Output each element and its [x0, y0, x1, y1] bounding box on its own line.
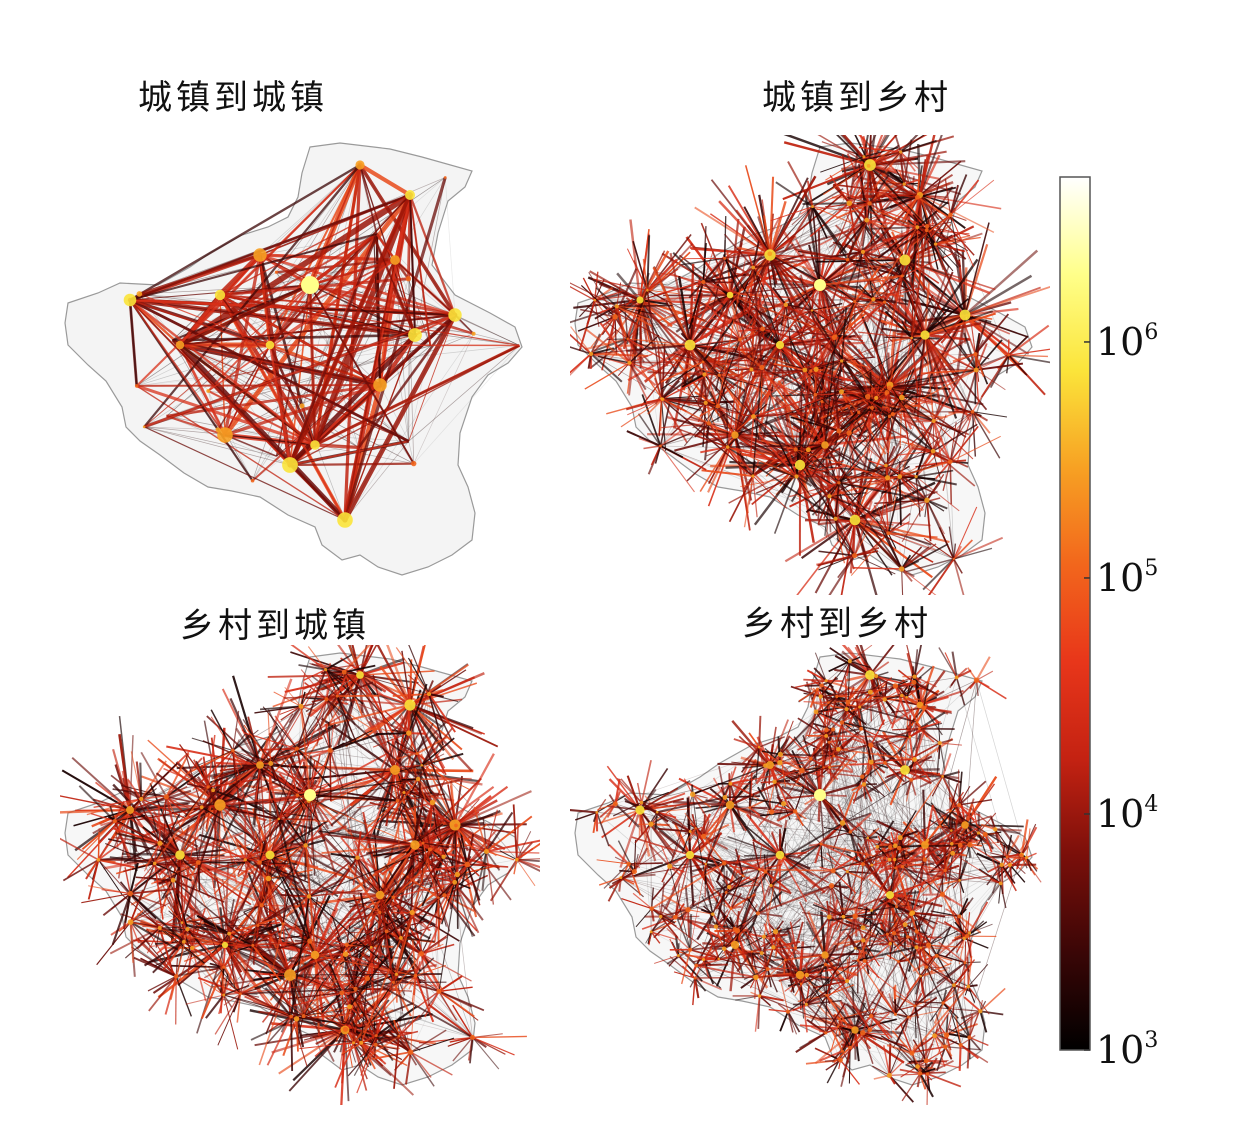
colorbar-tick-label: 106 — [1096, 319, 1159, 364]
colorbar — [1059, 176, 1091, 1051]
panel-title-town-to-village: 城镇到乡村 — [762, 78, 952, 118]
colorbar-tick-label: 105 — [1096, 555, 1159, 600]
colorbar-gradient — [1059, 176, 1091, 1051]
panel-title-village-to-village: 乡村到乡村 — [742, 604, 932, 644]
panel-title-town-to-town: 城镇到城镇 — [138, 78, 328, 118]
flow-network — [60, 645, 540, 1105]
map-town-to-village — [570, 135, 1050, 595]
map-village-to-town — [60, 645, 540, 1105]
colorbar-tick-label: 104 — [1096, 791, 1159, 836]
flow-nodes — [589, 150, 1010, 572]
colorbar-tick-label: 103 — [1096, 1028, 1159, 1072]
panel-title-village-to-town: 乡村到城镇 — [180, 606, 370, 646]
flow-nodes — [96, 668, 519, 1055]
map-town-to-town — [64, 142, 523, 576]
flow-nodes — [595, 659, 1029, 1078]
map-village-to-village — [570, 645, 1042, 1105]
flow-network — [570, 135, 1050, 595]
flow-nodes — [123, 160, 476, 528]
